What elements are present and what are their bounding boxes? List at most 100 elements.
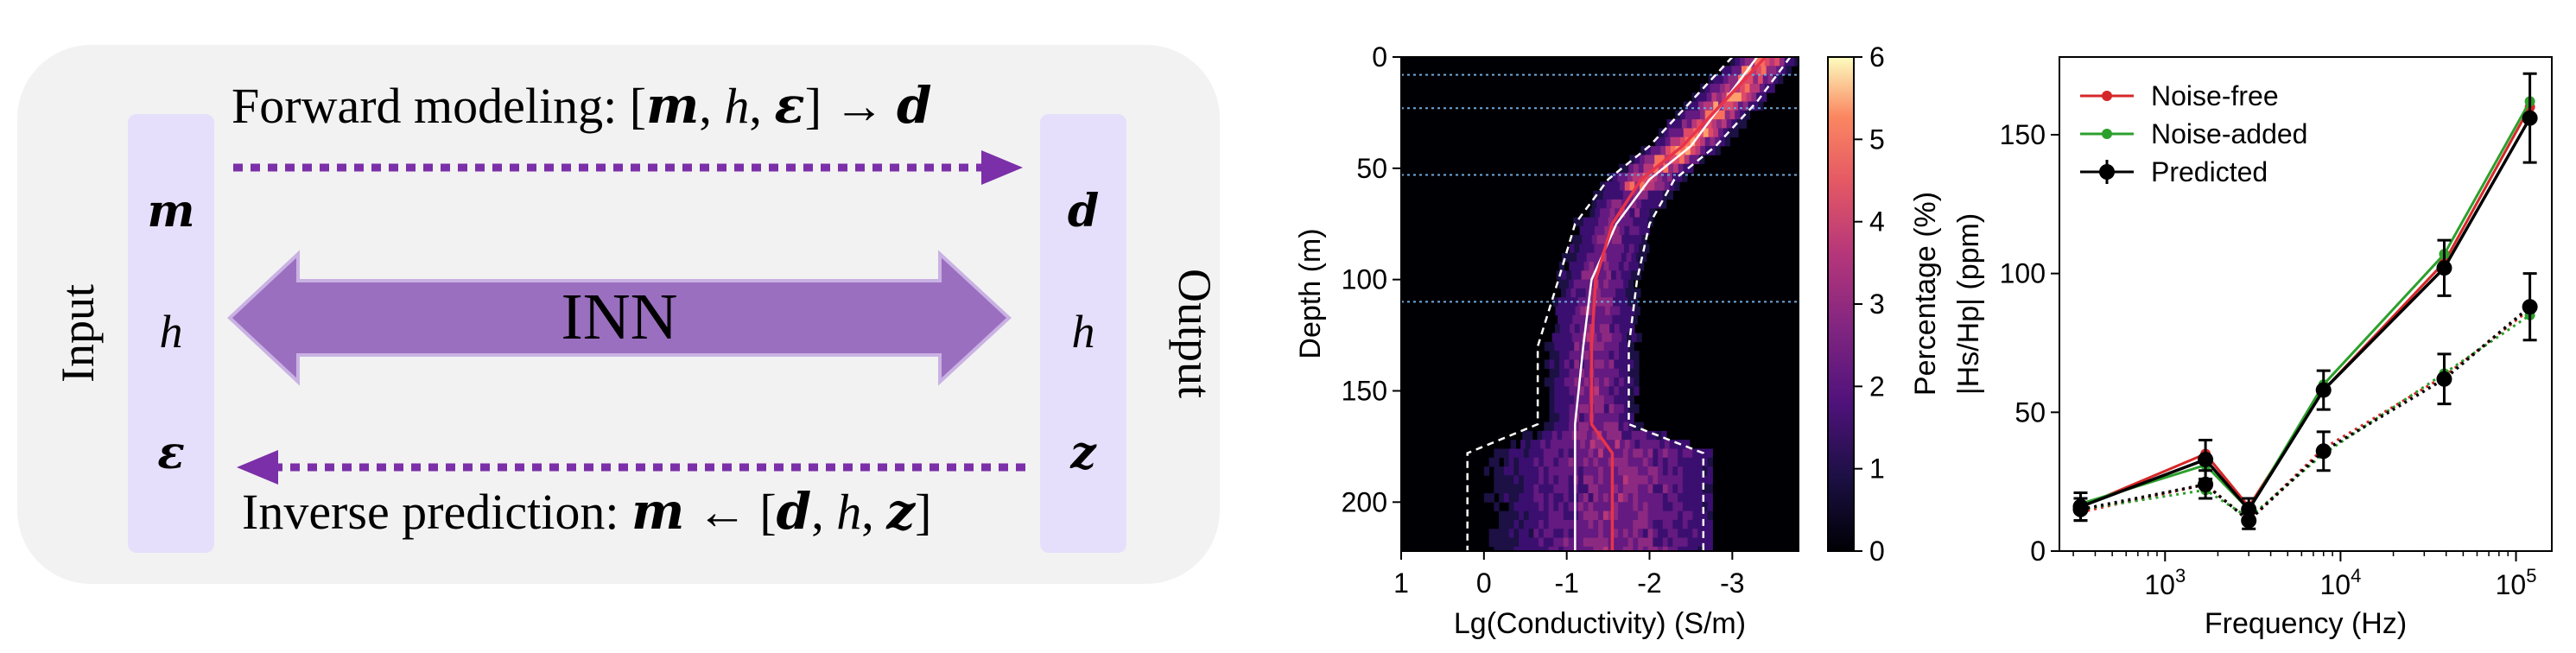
heatmap-cell	[1508, 529, 1514, 538]
heatmap-cell	[1578, 448, 1584, 459]
heatmap-cell	[1695, 146, 1701, 155]
heatmap-cell	[1508, 546, 1514, 551]
heatmap-cell	[1568, 537, 1574, 548]
heatmap-cell	[1631, 199, 1637, 209]
inverse-prediction-caption: Inverse prediction: m ← [d, h, z]	[242, 482, 931, 541]
heatmap-y-tick-label: 150	[1342, 375, 1387, 406]
heatmap-cell	[1582, 314, 1589, 325]
heatmap-cell	[1695, 136, 1701, 147]
heatmap-cell	[1761, 66, 1767, 76]
heatmap-cell	[1623, 279, 1629, 289]
heatmap-cell	[1564, 422, 1570, 432]
heatmap-cell	[1721, 92, 1728, 102]
heatmap-cell	[1519, 493, 1525, 503]
heatmap-cell	[1564, 403, 1570, 414]
heatmap-cell	[1494, 537, 1500, 548]
heatmap-cell	[1583, 244, 1590, 254]
heatmap-cell	[1754, 83, 1761, 93]
heatmap-cell	[1614, 386, 1620, 396]
heatmap-cell	[1540, 440, 1546, 449]
heatmap-cell	[1595, 208, 1601, 218]
heatmap-cell	[1543, 457, 1550, 467]
heatmap-cell	[1613, 484, 1619, 494]
heatmap-cell	[1616, 235, 1622, 244]
heatmap-cell	[1564, 377, 1570, 387]
heatmap-cell	[1576, 288, 1582, 298]
heatmap-cell	[1554, 351, 1560, 360]
heatmap-cell	[1649, 208, 1655, 218]
heatmap-y-tick-label: 0	[1372, 41, 1387, 73]
heatmap-cell	[1679, 136, 1686, 147]
heatmap-cell	[1519, 529, 1525, 538]
heatmap-cell	[1662, 172, 1668, 182]
heatmap-cell	[1602, 333, 1608, 343]
heatmap-cell	[1619, 368, 1625, 378]
heatmap-cell	[1623, 244, 1630, 254]
heatmap-cell	[1649, 181, 1655, 191]
heatmap-y-tick-label: 50	[1356, 153, 1387, 184]
heatmap-cell	[1627, 235, 1633, 244]
heatmap-x-tick-label: -2	[1637, 567, 1661, 599]
heatmap-cell	[1698, 101, 1704, 111]
heatmap-x-tick-label: 0	[1476, 567, 1492, 599]
heatmap-cell	[1586, 333, 1593, 343]
heatmap-cell	[1658, 529, 1664, 538]
heatmap-cell	[1640, 155, 1646, 165]
heatmap-cell	[1687, 448, 1693, 459]
heatmap-cell	[1684, 440, 1691, 449]
heatmap-cell	[1623, 395, 1630, 405]
heatmap-cell	[1569, 395, 1575, 405]
heatmap-cell	[1523, 448, 1530, 459]
heatmap-cell	[1658, 519, 1664, 529]
heatmap-cell	[1551, 333, 1558, 343]
heatmap-cell	[1753, 101, 1759, 111]
heatmap-cell	[1779, 57, 1786, 67]
heatmap-cell	[1510, 440, 1516, 449]
heatmap-cell	[1563, 529, 1570, 538]
heatmap-cell	[1692, 475, 1698, 485]
heatmap-cell	[1647, 529, 1653, 538]
heatmap-cell	[1613, 510, 1619, 521]
heatmap-cell	[1633, 510, 1639, 521]
heatmap-cell	[1508, 484, 1514, 494]
heatmap-cell	[1634, 208, 1640, 218]
heatmap-cell	[1653, 457, 1659, 467]
heatmap-cell	[1613, 190, 1619, 200]
heatmap-cell	[1642, 466, 1649, 476]
heatmap-cell	[1675, 110, 1681, 120]
legend-label: Noise-added	[2151, 118, 2307, 149]
heatmap-cell	[1551, 430, 1558, 441]
heatmap-cell	[1503, 493, 1510, 503]
line-chart-legend: Noise-free Noise-added Predicted	[2080, 80, 2307, 187]
heatmap-cell	[1579, 386, 1585, 396]
heatmap-cell	[1583, 341, 1590, 352]
heatmap-cell	[1602, 537, 1609, 548]
heatmap-cell	[1583, 217, 1589, 227]
heatmap-cell	[1635, 288, 1641, 298]
heatmap-cell	[1614, 341, 1620, 352]
heatmap-cell	[1662, 484, 1669, 494]
heatmap-cell	[1628, 244, 1635, 254]
heatmap-cell	[1678, 529, 1684, 538]
heatmap-cell	[1726, 66, 1732, 76]
heatmap-cell	[1583, 395, 1590, 405]
series-line	[2080, 314, 2531, 520]
heatmap-cell	[1565, 288, 1572, 298]
heatmap-cell	[1585, 288, 1592, 298]
heatmap-cell	[1615, 306, 1621, 316]
heatmap-cell	[1642, 190, 1649, 200]
heatmap-cell	[1674, 181, 1680, 191]
heatmap-cell	[1539, 493, 1545, 503]
colorbar-tick-label: 2	[1869, 371, 1885, 402]
heatmap-cell	[1549, 422, 1555, 432]
heatmap-cell	[1653, 484, 1659, 494]
heatmap-cell	[1672, 493, 1678, 503]
heatmap-cell	[1598, 457, 1604, 467]
heatmap-cell	[1561, 270, 1567, 281]
colorbar-tick-label: 3	[1869, 288, 1885, 320]
heatmap-cell	[1660, 199, 1667, 209]
heatmap-cell	[1702, 493, 1709, 503]
heatmap-cell	[1638, 466, 1644, 476]
heatmap-cell	[1657, 172, 1663, 182]
heatmap-cell	[1549, 341, 1555, 352]
